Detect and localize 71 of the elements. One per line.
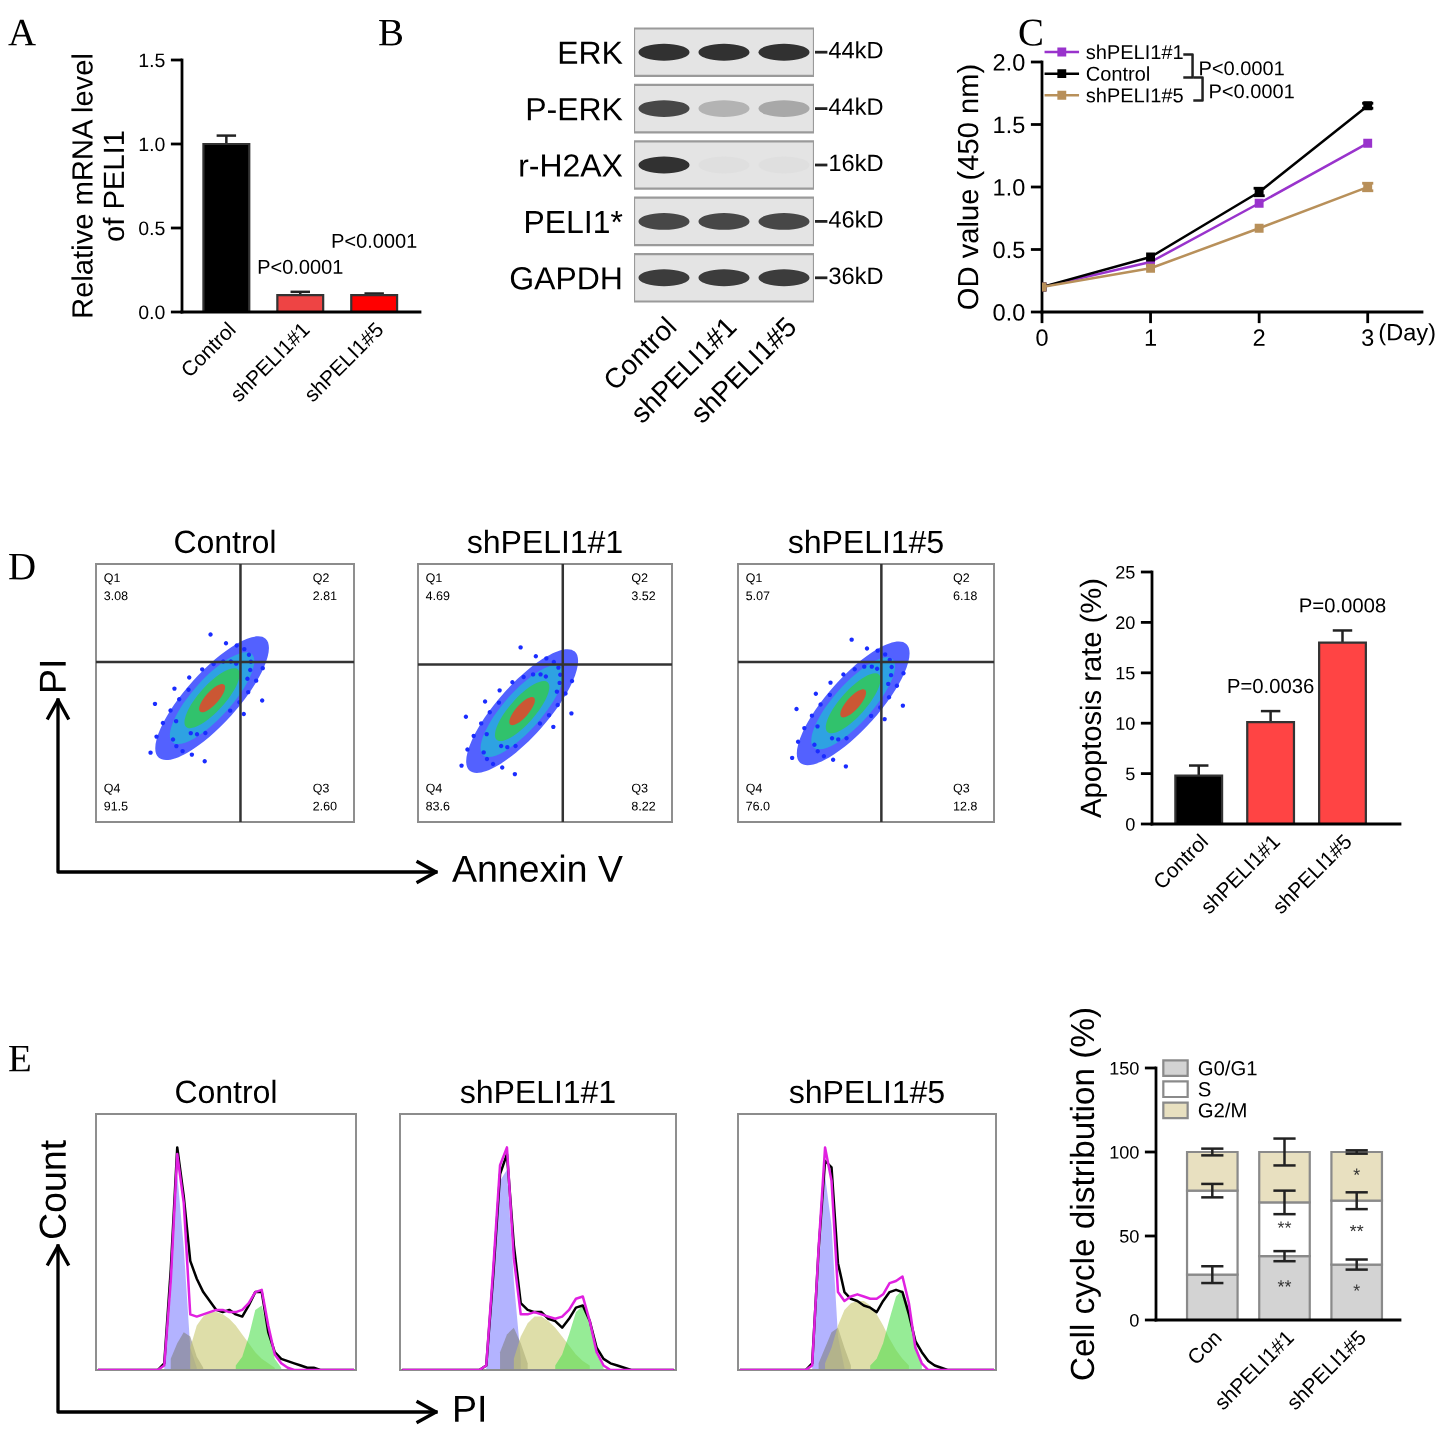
annotation: P<0.0001 [1210,84,1294,99]
category-label: GAPDH [510,267,621,290]
category-label: 44kD [828,41,883,59]
x-tick-label: 2 [1253,329,1265,346]
y-tick-label: 50 [1119,1229,1139,1243]
data-label: ** [1277,1280,1292,1287]
chart-title: shPELI1#5 [789,1079,944,1104]
y-tick-label: 0.0 [139,305,165,320]
annotation: P<0.0001 [1200,61,1284,76]
chart-title: shPELI1#1 [460,1079,615,1104]
category-label: PELI1* [526,211,623,233]
chart-title: A [8,19,36,46]
text: B [379,19,403,46]
category-label: ERK [559,41,623,64]
annotation: P<0.0001 [258,259,343,274]
y-tick-label: 1.5 [994,116,1025,134]
text: Annexin V [452,854,623,883]
y-axis-title: Count [39,1140,67,1239]
text: E [9,1045,30,1072]
text: D [9,553,35,580]
y-tick-label: 10 [1116,717,1135,730]
y-tick-label: 0 [1126,817,1135,831]
x-axis-title: PI [455,1395,484,1422]
y-axis-title: Cell cycle distribution (%) [1069,1008,1101,1380]
y-tick-label: 1.0 [994,179,1025,196]
y-tick-label: 2.0 [993,54,1025,71]
y-tick-label: 25 [1116,565,1135,579]
y-tick-label: 1.0 [139,137,165,152]
data-label: * [1353,1284,1360,1291]
y-tick-label: 5 [1126,767,1135,781]
chart-title: Control [176,1079,276,1104]
x-tick-label: 3 [1362,329,1374,347]
text: PI [39,662,66,691]
y-axis-title: Relative mRNA level of PELI1 [71,55,125,317]
y-tick-label: 150 [1110,1061,1139,1075]
y-axis-title: OD value (450 nm) [956,65,985,309]
x-tick-label: Con [1186,1329,1223,1366]
data-label: * [1353,1168,1360,1175]
text: Control [175,529,275,554]
y-tick-label: 0 [1130,1313,1139,1327]
legend-label: G0/G1 [1198,1060,1257,1076]
annotation: P=0.0008 [1300,598,1386,613]
y-tick-label: 0.5 [993,241,1025,259]
y-tick-label: 20 [1116,616,1135,630]
y-tick-label: 15 [1116,666,1135,680]
legend-label: S [1198,1082,1211,1097]
y-tick-label: 0.5 [139,221,165,236]
data-label: ** [1349,1224,1364,1232]
data-label: ** [1277,1221,1292,1228]
legend-label: G2/M [1198,1102,1246,1118]
text: shPELI1#1 [467,529,622,554]
category-label: 46kD [828,210,883,228]
category-label: 44kD [828,97,883,115]
x-tick-label: 1 [1145,329,1156,346]
category-label: P-ERK [527,98,623,121]
y-axis-title: Apoptosis rate (%) [1079,579,1107,818]
x-axis-title: (Day) [1379,323,1435,346]
legend-label: Control [1086,66,1149,81]
annotation: P=0.0036 [1228,678,1314,694]
x-tick-label: 0 [1036,329,1048,347]
y-tick-label: 1.5 [139,53,165,68]
chart-title: C [1019,19,1042,46]
legend-label: shPELI1#1 [1086,44,1183,60]
annotation: P<0.0001 [332,233,417,248]
legend-label: shPELI1#5 [1086,87,1183,103]
category-label: 36kD [829,266,883,285]
category-label: 16kD [830,153,883,172]
y-tick-label: 0.0 [993,304,1025,321]
text: shPELI1#5 [788,529,943,554]
y-tick-label: 100 [1110,1145,1139,1159]
category-label: r-H2AX [520,154,623,177]
